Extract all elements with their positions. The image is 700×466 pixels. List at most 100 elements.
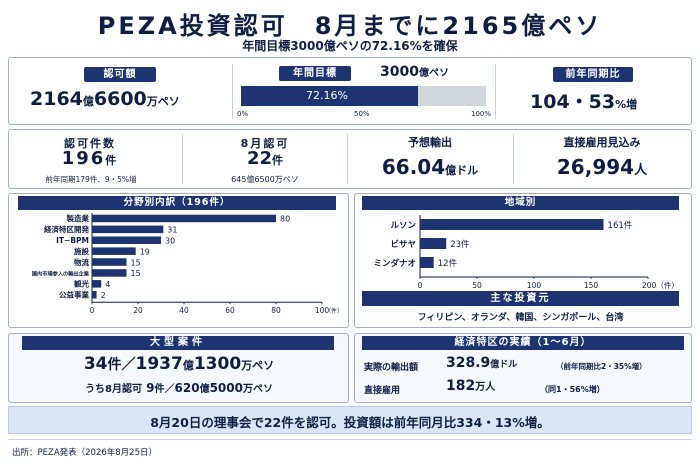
export-label: 予想輸出	[408, 136, 452, 149]
sector-chart-title: 分野別内訳（196件）	[18, 196, 336, 210]
sector-category-label: 公益事業	[59, 290, 89, 300]
region-value-label: 23件	[450, 239, 470, 250]
jobs-value: 26,994人	[516, 155, 688, 179]
sector-value-label: 15	[131, 258, 141, 267]
jobs-unit: 人	[634, 163, 648, 178]
aug-num: 22	[246, 148, 273, 169]
sector-value-label: 31	[167, 226, 177, 235]
approved-amount-value: 2164億6600万ペソ	[30, 88, 180, 110]
approved-amount-tag: 認可額	[84, 67, 156, 82]
large-projects-title: 大型案件	[22, 336, 334, 350]
sector-bar	[92, 269, 127, 277]
sector-value-label: 2	[101, 291, 106, 300]
large-l1-d: 億	[182, 359, 194, 372]
approved-unit1: 億	[82, 95, 94, 108]
large-l1-c: 1937	[135, 354, 183, 374]
count-num: 196	[61, 148, 106, 169]
stats-divider-2	[347, 134, 348, 184]
yoy-num: 104・53	[530, 91, 616, 113]
sector-value-label: 30	[165, 237, 175, 246]
export-value: 66.04億ドル	[350, 155, 510, 179]
yoy-unit: %増	[615, 98, 638, 111]
region-x-tick-label: 100	[527, 281, 542, 290]
approved-num1: 2164	[30, 88, 83, 110]
large-l1-a: 34	[83, 354, 108, 374]
investors-title: 主な投資元	[362, 291, 679, 306]
export-unit: 億ドル	[445, 164, 479, 177]
progress-tick-0: 0%	[237, 110, 249, 118]
sector-value-label: 19	[140, 247, 150, 256]
aug-note: 645億6500万ペソ	[231, 175, 299, 184]
sector-value-label: 4	[105, 280, 110, 289]
jobs-label: 直接雇用見込み	[563, 136, 641, 149]
region-bar	[420, 219, 604, 230]
summary-banner	[8, 406, 692, 434]
jobs-num: 26,994	[556, 155, 635, 179]
stats-divider-1	[182, 134, 183, 184]
sector-bar	[92, 236, 161, 244]
sector-x-tick-label: 20	[133, 306, 143, 315]
count-unit: 件	[105, 154, 119, 167]
footer-divider	[8, 439, 692, 440]
sector-category-label: 国内市場参入の輸出企業	[32, 270, 90, 278]
region-category-label: ミンダナオ	[373, 258, 416, 269]
large-l2-g: 万ペソ	[242, 384, 273, 395]
sector-x-unit: （件）	[325, 307, 343, 315]
stats-divider-3	[513, 134, 514, 184]
large-l2-c: 件／	[154, 384, 175, 395]
approved-unit2: 万ペソ	[146, 95, 180, 108]
zone-jobs-unit: 万人	[475, 382, 496, 393]
large-line2: うち8月認可 9件／620億5000万ペソ	[20, 380, 338, 395]
sector-bar	[92, 280, 102, 288]
sector-category-label: IT−BPM	[56, 236, 89, 245]
large-l1-b: 件／	[107, 357, 136, 373]
sector-category-label: 製造業	[66, 213, 90, 223]
yoy-value: 104・53%増	[530, 87, 637, 114]
sector-category-label: 施設	[74, 246, 89, 256]
summary-text: 8月20日の理事会で22件を認可。投資額は前年同月比334・13%増。	[150, 415, 550, 430]
large-l1-f: 万ペソ	[241, 359, 275, 372]
region-chart-title: 地域別	[362, 196, 679, 210]
kpi-divider-2	[495, 64, 496, 119]
zone-title: 経済特区の実績（1〜6月）	[362, 336, 684, 350]
zone-export-num: 328.9	[446, 355, 491, 371]
region-bar	[420, 257, 434, 268]
large-line1: 34件／1937億1300万ペソ	[20, 354, 338, 374]
sector-bar-chart: 製造業 80 経済特区開発 31 IT−BPM 30 施設 19 物流 15 国内市場参入の輸出企業…	[32, 213, 343, 315]
zone-export-label: 実際の輸出額	[364, 363, 419, 373]
region-bar	[420, 238, 447, 249]
large-l2-f: 5000	[209, 381, 243, 395]
sector-x-tick-label: 60	[225, 306, 235, 315]
aug-value: 22件	[185, 148, 345, 169]
large-l2-b: 9	[146, 381, 155, 395]
sector-x-tick-label: 80	[271, 306, 281, 315]
large-l2-d: 620	[174, 381, 200, 395]
sector-category-label: 経済特区開発	[44, 224, 89, 234]
large-l1-e: 1300	[193, 354, 242, 374]
count-note: 前年同期179件、9・5%増	[45, 175, 137, 184]
yoy-tag: 前年同期比	[553, 67, 633, 82]
page-title: PEZA投資認可 8月までに2165億ペソ	[97, 12, 603, 40]
target-unit: 億ペソ	[418, 68, 449, 79]
large-l2-e: 億	[199, 384, 210, 395]
page-subtitle: 年間目標3000億ペソの72.16%を確保	[242, 39, 458, 53]
sector-value-label: 80	[280, 215, 290, 224]
zone-jobs-num: 182	[446, 378, 476, 394]
target-num: 3000	[380, 64, 419, 80]
large-l2-a: うち8月認可	[85, 384, 142, 395]
approved-num2: 6600	[93, 88, 147, 110]
progress-label: 72.16%	[306, 89, 348, 102]
region-x-tick-label: 200（件）	[642, 280, 679, 290]
zone-jobs-label: 直接雇用	[364, 386, 401, 396]
progress-tick-100: 100%	[471, 110, 492, 118]
sector-x-tick-label: 100	[315, 306, 330, 315]
stats-panel	[8, 129, 692, 189]
sector-bar	[92, 225, 164, 234]
sector-bar	[92, 247, 136, 255]
annual-target-value: 3000億ペソ	[380, 64, 449, 80]
sector-x-tick-label: 40	[179, 306, 189, 315]
sector-category-label: 物流	[74, 257, 89, 267]
region-x-tick-label: 150	[584, 281, 599, 290]
count-value: 196件	[20, 148, 160, 169]
zone-export-value: 328.9億ドル	[446, 355, 517, 371]
